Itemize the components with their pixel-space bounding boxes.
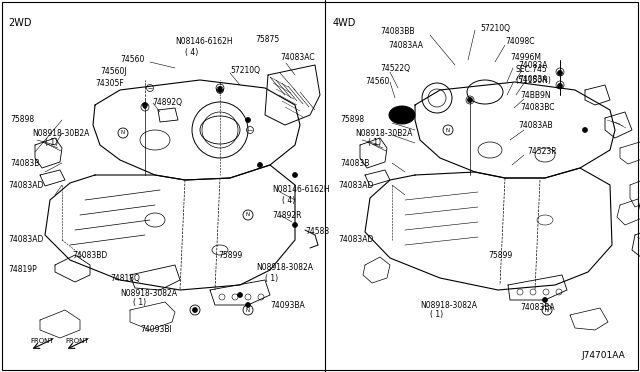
Text: N08918-3082A: N08918-3082A xyxy=(420,301,477,310)
Text: (51150N): (51150N) xyxy=(515,76,551,84)
Circle shape xyxy=(467,97,472,103)
Text: N: N xyxy=(246,212,250,218)
Text: ( 1): ( 1) xyxy=(368,138,381,148)
Text: 74560: 74560 xyxy=(365,77,389,87)
Text: J74701AA: J74701AA xyxy=(581,351,625,360)
Circle shape xyxy=(558,70,562,74)
Text: N08146-6162H: N08146-6162H xyxy=(272,186,330,195)
Circle shape xyxy=(543,298,547,302)
Text: N: N xyxy=(545,308,549,312)
Text: 74083AD: 74083AD xyxy=(338,235,373,244)
Circle shape xyxy=(557,71,563,76)
Text: 74819P: 74819P xyxy=(8,266,36,275)
Circle shape xyxy=(558,83,562,87)
Text: ( 1): ( 1) xyxy=(45,138,58,148)
Text: N: N xyxy=(246,308,250,312)
Text: N: N xyxy=(121,131,125,135)
Text: N: N xyxy=(446,128,450,132)
Text: 2WD: 2WD xyxy=(8,18,31,28)
Text: 75898: 75898 xyxy=(340,115,364,125)
Text: 74083AA: 74083AA xyxy=(388,41,423,49)
Text: FRONT: FRONT xyxy=(65,338,89,344)
Text: 74892Q: 74892Q xyxy=(152,99,182,108)
Text: 75899: 75899 xyxy=(488,250,512,260)
Text: 74560: 74560 xyxy=(120,55,145,64)
Text: FRONT: FRONT xyxy=(30,338,54,344)
Text: 74083AD: 74083AD xyxy=(8,235,44,244)
Text: 74996M: 74996M xyxy=(510,54,541,62)
Text: 75899: 75899 xyxy=(218,250,243,260)
Text: 74522Q: 74522Q xyxy=(380,64,410,73)
Text: 74083AC: 74083AC xyxy=(280,54,315,62)
Circle shape xyxy=(143,105,147,109)
Circle shape xyxy=(218,86,221,90)
Circle shape xyxy=(557,83,563,89)
Circle shape xyxy=(257,163,262,167)
Circle shape xyxy=(193,308,198,312)
Text: 74093BA: 74093BA xyxy=(270,301,305,310)
Circle shape xyxy=(143,103,147,108)
Text: N08918-3082A: N08918-3082A xyxy=(256,263,313,273)
Text: N08918-3082A: N08918-3082A xyxy=(120,289,177,298)
Text: 74588: 74588 xyxy=(305,228,329,237)
Text: 74083B: 74083B xyxy=(10,158,40,167)
Text: 74083BB: 74083BB xyxy=(380,28,415,36)
Text: 74305F: 74305F xyxy=(95,80,124,89)
Text: N08918-30B2A: N08918-30B2A xyxy=(355,128,412,138)
Text: 74083AD: 74083AD xyxy=(338,180,373,189)
Ellipse shape xyxy=(389,106,415,124)
Text: ( 1): ( 1) xyxy=(430,311,443,320)
Circle shape xyxy=(292,173,298,177)
Circle shape xyxy=(246,302,250,308)
Circle shape xyxy=(246,118,250,122)
Text: 74083BD: 74083BD xyxy=(72,250,108,260)
Text: 74083A: 74083A xyxy=(518,61,547,70)
Circle shape xyxy=(218,87,223,93)
Text: 74560J: 74560J xyxy=(100,67,127,77)
Text: 74818Q: 74818Q xyxy=(110,273,140,282)
Text: 74083A: 74083A xyxy=(518,76,547,84)
Text: N: N xyxy=(193,308,197,312)
Text: 57210Q: 57210Q xyxy=(230,65,260,74)
Text: 74083BA: 74083BA xyxy=(520,304,555,312)
Text: 4WD: 4WD xyxy=(333,18,356,28)
Text: ( 1): ( 1) xyxy=(265,273,278,282)
Text: 74523R: 74523R xyxy=(527,148,557,157)
Circle shape xyxy=(582,128,588,132)
Text: 57210Q: 57210Q xyxy=(480,23,510,32)
Text: ( 1): ( 1) xyxy=(133,298,146,308)
Circle shape xyxy=(237,292,243,298)
Text: 74083AB: 74083AB xyxy=(518,121,552,129)
Text: 74083BC: 74083BC xyxy=(520,103,554,112)
Text: 74083B: 74083B xyxy=(340,158,369,167)
Text: 74892R: 74892R xyxy=(272,211,301,219)
Text: 74098C: 74098C xyxy=(505,38,534,46)
Text: 74093BI: 74093BI xyxy=(140,326,172,334)
Text: 75875: 75875 xyxy=(255,35,279,45)
Text: ( 4): ( 4) xyxy=(185,48,198,57)
Text: SEC.745: SEC.745 xyxy=(515,65,547,74)
Text: N08918-30B2A: N08918-30B2A xyxy=(32,128,90,138)
Text: 74083AD: 74083AD xyxy=(8,180,44,189)
Text: 74BB9N: 74BB9N xyxy=(520,90,550,99)
Circle shape xyxy=(468,99,472,102)
Text: N08146-6162H: N08146-6162H xyxy=(175,38,232,46)
Circle shape xyxy=(292,222,298,228)
Text: 75898: 75898 xyxy=(10,115,34,125)
Text: ( 4): ( 4) xyxy=(282,196,295,205)
